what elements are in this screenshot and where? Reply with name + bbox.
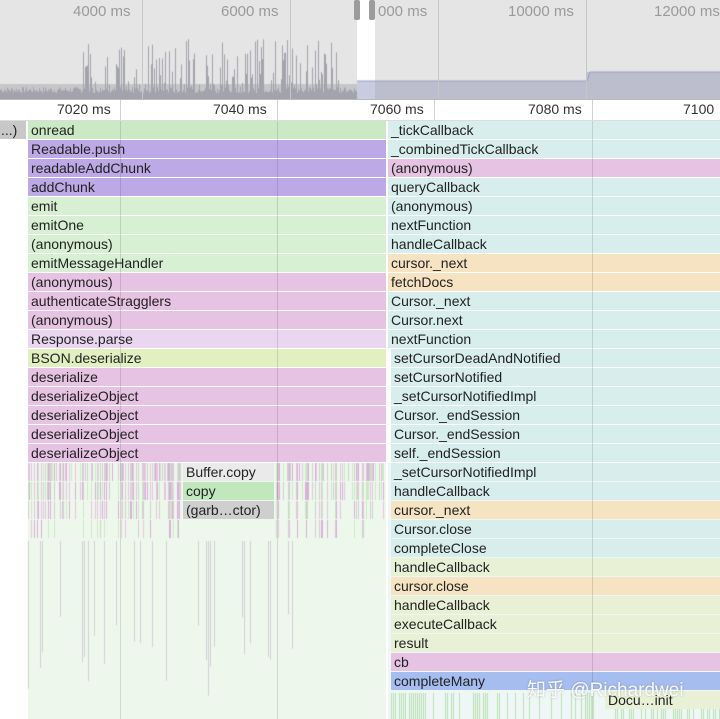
- flame-entry[interactable]: (garb…ctor): [183, 501, 274, 519]
- flame-entry[interactable]: onread: [28, 121, 386, 139]
- flame-entry[interactable]: emitMessageHandler: [28, 254, 386, 272]
- flame-entry[interactable]: _tickCallback: [388, 121, 720, 139]
- flame-entry[interactable]: _setCursorNotifiedImpl: [391, 463, 720, 481]
- flame-entry[interactable]: handleCallback: [391, 558, 720, 576]
- flame-entry[interactable]: Response.parse: [28, 330, 386, 348]
- flame-entry[interactable]: nextFunction: [388, 216, 720, 234]
- flame-entry[interactable]: Cursor._next: [388, 292, 720, 310]
- ruler-time-label: 7080 ms: [528, 101, 582, 117]
- zhihu-watermark: 知乎 @Richardwei: [527, 680, 684, 701]
- flame-entry[interactable]: Cursor.next: [388, 311, 720, 329]
- ruler-time-label: 7100: [683, 101, 715, 117]
- ruler-tick: [120, 100, 121, 120]
- flame-entry[interactable]: nextFunction: [388, 330, 720, 348]
- flame-entry[interactable]: cursor._next: [388, 254, 720, 272]
- timeline-overview[interactable]: 4000 ms 6000 ms 000 ms 10000 ms 12000 ms: [0, 0, 720, 100]
- flame-gridline: [277, 121, 278, 719]
- flame-entry[interactable]: addChunk: [28, 178, 386, 196]
- flame-entry[interactable]: setCursorNotified: [391, 368, 720, 386]
- flame-gridline: [592, 121, 593, 719]
- overview-time-label: 12000 ms: [654, 3, 720, 20]
- flame-entry[interactable]: (anonymous): [28, 311, 386, 329]
- overview-time-label: 000 ms: [378, 3, 428, 20]
- overview-activity-graph: [0, 24, 720, 99]
- overview-gridline: [586, 0, 587, 99]
- overview-time-label: 4000 ms: [73, 3, 131, 20]
- time-ruler[interactable]: 7020 ms 7040 ms 7060 ms 7080 ms 7100: [0, 100, 720, 121]
- ruler-time-label: 7060 ms: [370, 101, 424, 117]
- ruler-tick: [277, 100, 278, 120]
- flame-entry[interactable]: emitOne: [28, 216, 386, 234]
- flame-entry[interactable]: queryCallback: [388, 178, 720, 196]
- flame-entry[interactable]: deserializeObject: [28, 444, 386, 462]
- flame-chart[interactable]: ...) onread Readable.push readableAddChu…: [0, 121, 720, 719]
- ruler-tick: [592, 100, 593, 120]
- flame-entry[interactable]: deserialize: [28, 368, 386, 386]
- overview-gridline: [290, 0, 291, 99]
- flame-entry[interactable]: Buffer.copy: [183, 463, 274, 481]
- flame-entry[interactable]: completeClose: [391, 539, 720, 557]
- overview-time-label: 6000 ms: [221, 3, 279, 20]
- flame-entry[interactable]: deserializeObject: [28, 406, 386, 424]
- flame-entry[interactable]: copy: [183, 482, 274, 500]
- task-separator: [386, 121, 388, 719]
- flame-gridline: [120, 121, 121, 719]
- ruler-time-label: 7020 ms: [57, 101, 111, 117]
- flame-entry[interactable]: completeMany: [391, 672, 720, 690]
- flame-entry[interactable]: fetchDocs: [388, 273, 720, 291]
- flame-entry[interactable]: setCursorDeadAndNotified: [391, 349, 720, 367]
- selection-left-handle[interactable]: [354, 0, 360, 20]
- flame-entry[interactable]: Docu…init: [605, 691, 720, 709]
- flame-entry-truncated[interactable]: ...): [0, 121, 26, 139]
- flame-entry[interactable]: Cursor._endSession: [391, 406, 720, 424]
- flame-entry[interactable]: handleCallback: [391, 482, 720, 500]
- ruler-tick: [434, 100, 435, 120]
- flame-entry[interactable]: (anonymous): [388, 159, 720, 177]
- overview-gridline: [438, 0, 439, 99]
- flame-entry[interactable]: _combinedTickCallback: [388, 140, 720, 158]
- flame-entry[interactable]: _setCursorNotifiedImpl: [391, 387, 720, 405]
- overview-gridline: [142, 0, 143, 99]
- flame-entry[interactable]: BSON.deserialize: [28, 349, 386, 367]
- flame-entry[interactable]: readableAddChunk: [28, 159, 386, 177]
- flame-entry[interactable]: Cursor._endSession: [391, 425, 720, 443]
- flame-entry[interactable]: handleCallback: [388, 235, 720, 253]
- flame-entry[interactable]: (anonymous): [388, 197, 720, 215]
- flame-entry[interactable]: executeCallback: [391, 615, 720, 633]
- flame-entry[interactable]: deserializeObject: [28, 387, 386, 405]
- flame-entry[interactable]: Cursor.close: [391, 520, 720, 538]
- overview-unselected-region: [0, 0, 357, 99]
- selection-right-handle[interactable]: [369, 0, 375, 20]
- flame-entry[interactable]: deserializeObject: [28, 425, 386, 443]
- flame-entry[interactable]: cursor.close: [391, 577, 720, 595]
- flame-entry[interactable]: result: [391, 634, 720, 652]
- flame-entry[interactable]: self._endSession: [391, 444, 720, 462]
- flame-entry[interactable]: emit: [28, 197, 386, 215]
- flame-entry[interactable]: cursor._next: [391, 501, 720, 519]
- ruler-time-label: 7040 ms: [213, 101, 267, 117]
- flame-entry[interactable]: authenticateStragglers: [28, 292, 386, 310]
- overview-unselected-region: [375, 0, 720, 99]
- flame-entry[interactable]: Readable.push: [28, 140, 386, 158]
- flame-entry[interactable]: cb: [391, 653, 720, 671]
- flame-entry[interactable]: (anonymous): [28, 273, 386, 291]
- overview-time-label: 10000 ms: [508, 3, 574, 20]
- flame-entry[interactable]: (anonymous): [28, 235, 386, 253]
- flame-entry[interactable]: handleCallback: [391, 596, 720, 614]
